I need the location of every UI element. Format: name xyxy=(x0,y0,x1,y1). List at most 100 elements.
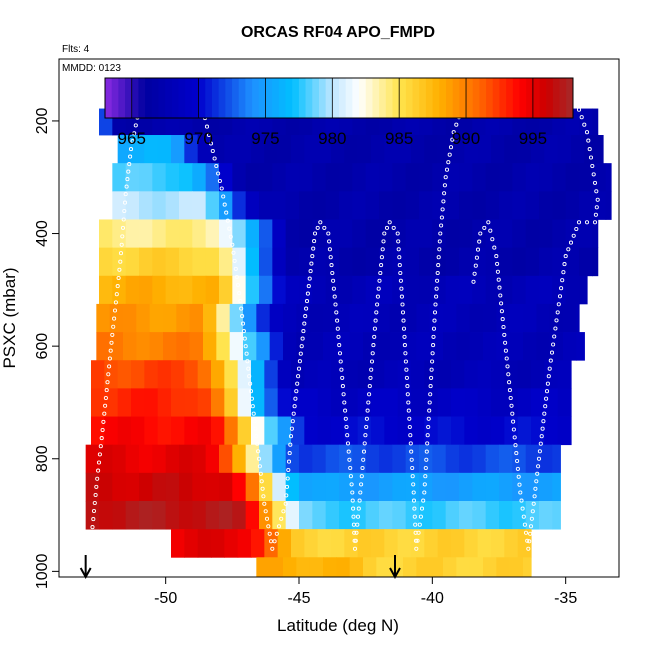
flight-track-point xyxy=(332,294,337,299)
colorbar-swatch xyxy=(205,78,213,118)
heatmap-cell xyxy=(325,163,340,192)
plot-frame xyxy=(58,58,620,578)
heatmap-cell xyxy=(365,444,380,474)
heatmap-cell xyxy=(299,500,313,530)
flight-track-point xyxy=(512,435,517,440)
flight-track-point xyxy=(312,231,318,236)
colorbar-swatch xyxy=(252,78,260,118)
flight-track-point xyxy=(92,500,97,506)
flight-track-point xyxy=(101,419,106,424)
heatmap-cell xyxy=(392,444,407,474)
heatmap-cell xyxy=(565,247,580,277)
flight-track-point xyxy=(511,419,516,424)
flight-track-point xyxy=(97,452,102,457)
heatmap-cell xyxy=(363,332,377,361)
heatmap-cell xyxy=(565,163,580,192)
heatmap-cell xyxy=(197,135,212,164)
flight-track-point xyxy=(237,291,242,296)
heatmap-cell xyxy=(112,219,127,249)
heatmap-cell xyxy=(525,163,540,192)
flight-track-point xyxy=(111,324,116,329)
heatmap-cell xyxy=(123,303,137,333)
colorbar-swatch xyxy=(532,78,541,118)
heatmap-cell xyxy=(203,303,217,333)
colorbar-swatch xyxy=(352,78,360,118)
flight-track-point xyxy=(427,408,432,413)
heatmap-cell xyxy=(557,416,572,446)
flight-track-point xyxy=(412,514,417,519)
flight-track-point xyxy=(347,457,352,462)
heatmap-cell xyxy=(339,444,353,474)
heatmap-cell xyxy=(405,191,420,220)
heatmap-cell xyxy=(299,472,313,502)
heatmap-cell xyxy=(472,247,487,277)
flight-track-point xyxy=(542,411,547,416)
heatmap-cell xyxy=(125,472,140,502)
flight-track-point xyxy=(107,356,112,361)
colorbar-swatch xyxy=(339,78,347,118)
flight-track-point xyxy=(562,262,567,267)
heatmap-cell xyxy=(552,444,561,474)
heatmap-cell xyxy=(472,444,487,474)
flight-track-point xyxy=(412,506,417,511)
flight-track-point xyxy=(403,351,408,356)
heatmap-cell xyxy=(525,275,540,305)
heatmap-cell xyxy=(432,163,447,192)
heatmap-cell xyxy=(139,444,153,474)
flight-track-point xyxy=(405,384,410,389)
heatmap-cell xyxy=(299,163,313,192)
flight-track-point xyxy=(428,384,433,389)
heatmap-cell xyxy=(309,303,324,333)
heatmap-cell xyxy=(205,275,220,305)
flight-track-point xyxy=(300,336,305,341)
flight-track-point xyxy=(475,247,481,252)
heatmap-cell xyxy=(277,529,292,558)
flight-track-point xyxy=(384,225,390,230)
flight-track-point xyxy=(296,366,302,371)
flight-track-point xyxy=(112,308,118,313)
flight-track-point xyxy=(208,141,214,146)
heatmap-cell xyxy=(419,444,433,474)
heatmap-cell xyxy=(469,303,484,333)
heatmap-cell xyxy=(437,388,452,417)
flight-track-point xyxy=(372,326,377,331)
heatmap-cell xyxy=(536,332,551,361)
flight-track-point xyxy=(441,199,446,204)
heatmap-cell xyxy=(464,360,479,389)
flight-track-point xyxy=(437,239,442,244)
heatmap-cell xyxy=(443,332,457,361)
flight-track-point xyxy=(326,231,331,236)
flight-track-point xyxy=(120,225,126,230)
heatmap-cell xyxy=(517,388,532,417)
flight-track-point xyxy=(231,250,236,255)
y-tick-label: 1000 xyxy=(34,553,51,589)
heatmap-cell xyxy=(192,163,207,192)
heatmap-cell xyxy=(272,444,287,474)
flight-track-point xyxy=(298,351,303,356)
flight-track-point xyxy=(284,484,290,489)
heatmap-cell xyxy=(184,388,199,417)
flight-track-point xyxy=(349,482,354,487)
heatmap-cell xyxy=(357,135,372,164)
colorbar-tick-label: 995 xyxy=(519,129,547,148)
heatmap-cell xyxy=(451,529,465,558)
heatmap-cell xyxy=(365,500,380,530)
flight-track-point xyxy=(270,546,275,551)
heatmap-cell xyxy=(392,472,407,502)
heatmap-cell xyxy=(184,416,199,446)
heatmap-cell xyxy=(317,135,332,164)
flight-track-point xyxy=(267,531,272,536)
flight-track-point xyxy=(504,356,509,361)
flight-track-point xyxy=(102,411,107,416)
heatmap-cell xyxy=(344,388,359,417)
flight-track-point xyxy=(492,245,497,250)
heatmap-cell xyxy=(437,135,452,164)
flight-track-point xyxy=(104,388,109,393)
heatmap-cell xyxy=(379,500,393,530)
flight-track-point xyxy=(281,509,286,514)
heatmap-cell xyxy=(192,219,207,249)
flight-track-point xyxy=(415,538,420,543)
heatmap-cell xyxy=(405,275,420,305)
heatmap-cell xyxy=(192,444,207,474)
heatmap-cell xyxy=(496,557,511,578)
